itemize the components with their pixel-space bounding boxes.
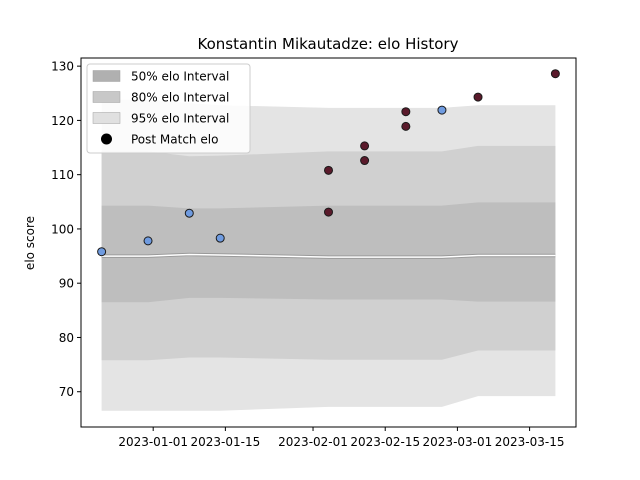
y-axis-label: elo score (23, 216, 37, 270)
legend-label: 95% elo Interval (131, 112, 229, 126)
post-match-point (97, 247, 107, 257)
y-tick-label: 100 (51, 222, 74, 236)
y-tick-label: 90 (59, 277, 74, 291)
x-tick-label: 2023-01-01 (118, 435, 188, 449)
post-match-point (401, 121, 411, 131)
post-match-point (550, 69, 560, 79)
legend-label: 80% elo Interval (131, 91, 229, 105)
x-tick-label: 2023-02-15 (350, 435, 420, 449)
legend: 50% elo Interval 80% elo Interval 95% elo … (86, 63, 251, 154)
x-tick-label: 2023-01-15 (191, 435, 261, 449)
legend-label: 50% elo Interval (131, 70, 229, 84)
y-tick-label: 70 (59, 385, 74, 399)
post-match-point (324, 165, 333, 175)
mean-line (101, 253, 556, 258)
post-match-point (437, 105, 447, 115)
post-match-point (360, 141, 370, 151)
mean-elo-line (101, 252, 556, 259)
y-tick-label: 130 (51, 60, 74, 74)
match-points (97, 69, 560, 257)
y-axis: 70 80 90 100 110 120 130 (51, 60, 81, 399)
post-match-point (143, 236, 153, 246)
band-50-pct (101, 202, 556, 303)
legend-marker (101, 133, 112, 145)
interval-bands (101, 99, 556, 411)
chart-title: Konstantin Mikautadze: elo History (198, 35, 459, 53)
x-axis: 2023-01-01 2023-01-15 2023-02-01 2023-02-15… (118, 427, 564, 449)
post-match-point (401, 107, 411, 117)
y-tick-label: 80 (59, 331, 74, 345)
post-match-point (215, 233, 225, 243)
y-tick-label: 110 (51, 168, 74, 182)
post-match-point (324, 207, 333, 217)
post-match-point (184, 208, 194, 218)
x-tick-label: 2023-03-15 (495, 435, 565, 449)
plot-frame (80, 57, 577, 428)
legend-label: Post Match elo (131, 133, 218, 147)
legend-swatch (92, 112, 121, 124)
y-tick-label: 120 (51, 114, 74, 128)
x-tick-label: 2023-03-01 (423, 435, 493, 449)
x-tick-label: 2023-02-01 (278, 435, 348, 449)
legend-swatch (92, 91, 121, 103)
post-match-point (473, 92, 483, 102)
post-match-point (360, 156, 370, 166)
legend-box (86, 63, 251, 154)
legend-swatch (92, 70, 121, 82)
